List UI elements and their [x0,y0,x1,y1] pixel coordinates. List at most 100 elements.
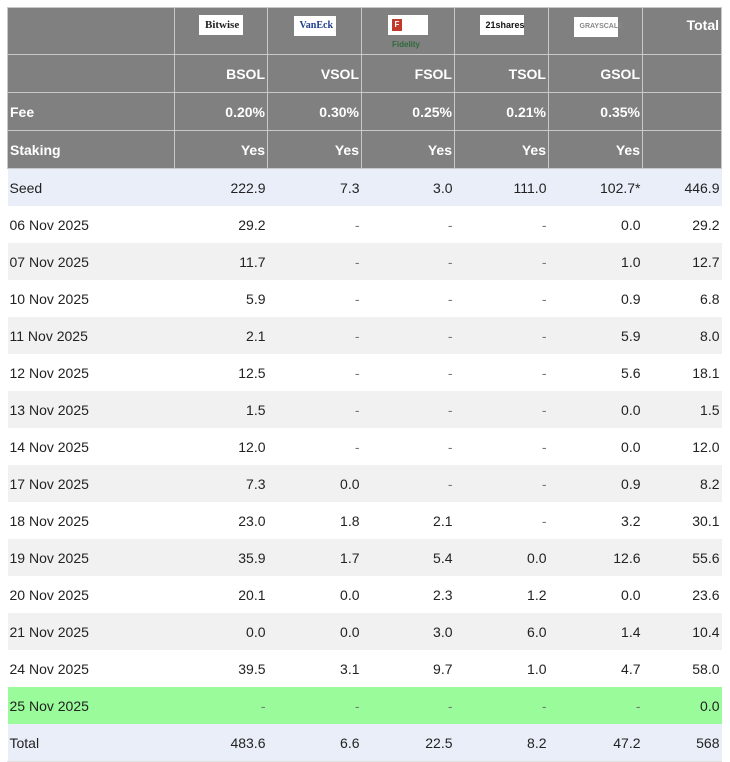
row-label: Total [7,724,175,761]
staking-fsol: Yes [361,130,455,169]
corner-cell [7,7,175,55]
cell-tsol: 6.0 [454,613,549,650]
flows-table-body: Seed 222.9 7.3 3.0 111.0 102.7* 446.9 06… [7,168,722,761]
ticker-vsol: VSOL [267,54,362,93]
cell-tsol: 0.0 [454,539,549,576]
fee-total-empty [642,92,722,131]
staking-vsol: Yes [267,130,362,169]
cell-total: 12.7 [642,243,722,280]
cell-gsol: 0.9 [548,280,643,317]
issuer-cell-vaneck: VanEck [267,7,362,55]
cell-gsol: 0.0 [548,576,643,613]
cell-bsol: 35.9 [174,539,268,576]
fee-tsol: 0.21% [454,92,549,131]
cell-fsol: - [361,354,455,391]
row-label: 20 Nov 2025 [7,576,175,613]
cell-gsol: 0.0 [548,428,643,465]
cell-gsol: 102.7* [548,168,643,206]
cell-tsol: - [454,354,549,391]
cell-vsol: - [267,280,362,317]
staking-bsol: Yes [174,130,268,169]
cell-vsol: 1.8 [267,502,362,539]
solana-etf-flows-table: Bitwise VanEck F Fidelity 21shares GRAYSC… [7,7,722,761]
cell-vsol: 0.0 [267,613,362,650]
table-row: 14 Nov 2025 12.0 - - - 0.0 12.0 [7,428,722,465]
cell-bsol: 5.9 [174,280,268,317]
table-row: 13 Nov 2025 1.5 - - - 0.0 1.5 [7,391,722,428]
table-row: 21 Nov 2025 0.0 0.0 3.0 6.0 1.4 10.4 [7,613,722,650]
cell-vsol: 6.6 [267,724,362,761]
cell-total: 0.0 [642,687,722,724]
row-label: 21 Nov 2025 [7,613,175,650]
fidelity-logo-icon: F Fidelity [388,15,428,49]
row-label: 25 Nov 2025 [7,687,175,724]
21shares-logo-icon: 21shares [479,15,525,35]
fee-bsol: 0.20% [174,92,268,131]
row-label: Seed [7,168,175,206]
cell-fsol: 22.5 [361,724,455,761]
table-row: 17 Nov 2025 7.3 0.0 - - 0.9 8.2 [7,465,722,502]
cell-bsol: 2.1 [174,317,268,354]
cell-total: 446.9 [642,168,722,206]
table-row: 06 Nov 2025 29.2 - - - 0.0 29.2 [7,206,722,243]
cell-gsol: 0.0 [548,206,643,243]
staking-tsol: Yes [454,130,549,169]
cell-bsol: - [174,687,268,724]
cell-total: 10.4 [642,613,722,650]
ticker-row-label [7,54,175,93]
cell-gsol: 1.0 [548,243,643,280]
cell-vsol: - [267,391,362,428]
cell-bsol: 11.7 [174,243,268,280]
cell-bsol: 12.5 [174,354,268,391]
cell-fsol: - [361,206,455,243]
cell-vsol: - [267,428,362,465]
cell-fsol: 2.3 [361,576,455,613]
fee-gsol: 0.35% [548,92,643,131]
ticker-gsol: GSOL [548,54,643,93]
issuer-logo-row: Bitwise VanEck F Fidelity 21shares GRAYSC… [7,7,722,55]
cell-fsol: 5.4 [361,539,455,576]
cell-total: 58.0 [642,650,722,687]
row-label: 13 Nov 2025 [7,391,175,428]
seed-row: Seed 222.9 7.3 3.0 111.0 102.7* 446.9 [7,168,722,206]
cell-total: 6.8 [642,280,722,317]
table-row: 24 Nov 2025 39.5 3.1 9.7 1.0 4.7 58.0 [7,650,722,687]
cell-gsol: 5.9 [548,317,643,354]
cell-vsol: - [267,354,362,391]
cell-fsol: - [361,280,455,317]
ticker-row: BSOL VSOL FSOL TSOL GSOL [7,54,722,93]
row-label: 19 Nov 2025 [7,539,175,576]
fee-label: Fee [7,92,175,131]
cell-gsol: 3.2 [548,502,643,539]
cell-tsol: - [454,317,549,354]
cell-bsol: 222.9 [174,168,268,206]
row-label: 14 Nov 2025 [7,428,175,465]
ticker-fsol: FSOL [361,54,455,93]
row-label: 06 Nov 2025 [7,206,175,243]
fee-fsol: 0.25% [361,92,455,131]
cell-fsol: - [361,317,455,354]
cell-gsol: 4.7 [548,650,643,687]
cell-vsol: - [267,243,362,280]
cell-gsol: 0.9 [548,465,643,502]
cell-vsol: 0.0 [267,465,362,502]
issuer-cell-bitwise: Bitwise [174,7,268,55]
cell-tsol: - [454,428,549,465]
table-row: 12 Nov 2025 12.5 - - - 5.6 18.1 [7,354,722,391]
highlighted-latest-row: 25 Nov 2025 - - - - - 0.0 [7,687,722,724]
row-label: 11 Nov 2025 [7,317,175,354]
cell-total: 1.5 [642,391,722,428]
ticker-bsol: BSOL [174,54,268,93]
row-label: 07 Nov 2025 [7,243,175,280]
issuer-cell-21shares: 21shares [454,7,549,55]
staking-row: Staking Yes Yes Yes Yes Yes [7,130,722,169]
cell-vsol: 0.0 [267,576,362,613]
row-label: 24 Nov 2025 [7,650,175,687]
table-row: 20 Nov 2025 20.1 0.0 2.3 1.2 0.0 23.6 [7,576,722,613]
table-row: 07 Nov 2025 11.7 - - - 1.0 12.7 [7,243,722,280]
staking-gsol: Yes [548,130,643,169]
cell-tsol: - [454,206,549,243]
cell-vsol: - [267,317,362,354]
cell-vsol: - [267,206,362,243]
cell-fsol: 3.0 [361,168,455,206]
